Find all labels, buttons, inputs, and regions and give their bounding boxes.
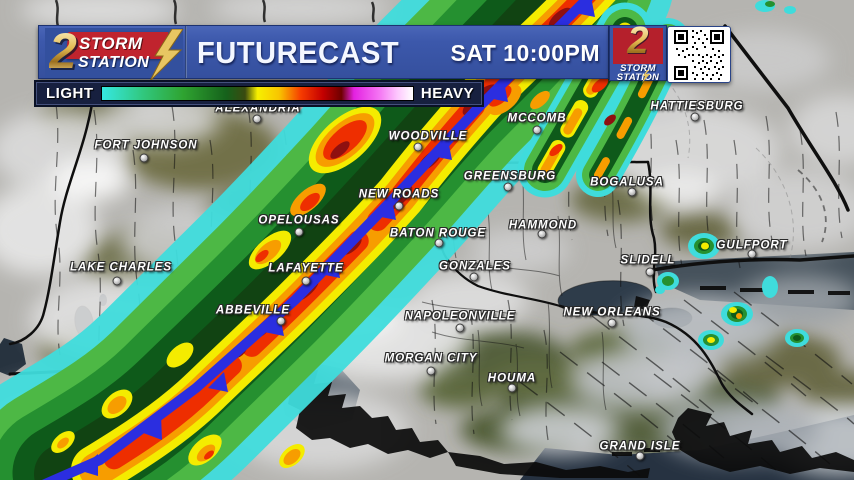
title-bar: 2 STORM STATION FUTURECAST SAT 10:00PM	[38, 23, 609, 81]
coastline-marsh	[282, 286, 854, 478]
corner-logo-red-box	[613, 28, 663, 64]
corner-logo-name: STORM STATION	[610, 63, 666, 83]
cold-front-teeth	[78, 0, 595, 476]
legend-light-label: LIGHT	[46, 85, 94, 102]
qr-code	[667, 26, 731, 83]
banner-separator	[185, 26, 187, 78]
corner-logo-line1: STORM	[620, 63, 656, 74]
forecast-timestamp: SAT 10:00PM	[450, 40, 600, 66]
station-logo-line2: STATION	[78, 54, 150, 71]
station-logo-channel: 2	[49, 23, 77, 79]
legend-heavy-label: HEAVY	[420, 85, 474, 102]
corner-logo-channel: 2	[610, 20, 666, 63]
station-logo-line1: STORM	[79, 34, 143, 53]
cold-front-line	[41, 0, 595, 480]
legend-gradient	[100, 86, 414, 101]
header-banner: 2 STORM STATION FUTURECAST SAT 10:00PM 2…	[38, 20, 731, 83]
lightning-bolt-icon	[149, 29, 184, 81]
station-logo: 2 STORM STATION	[45, 23, 184, 81]
lightning-bolt-small-icon	[642, 70, 650, 83]
page-title: FUTURECAST	[197, 35, 400, 70]
corner-station-logo: 2 STORM STATION	[609, 20, 667, 83]
precip-legend: LIGHT HEAVY	[34, 80, 484, 107]
wind-marks-top	[54, 0, 376, 27]
qr-code-pattern	[674, 29, 724, 80]
corner-logo-line2: STATION	[616, 72, 660, 83]
